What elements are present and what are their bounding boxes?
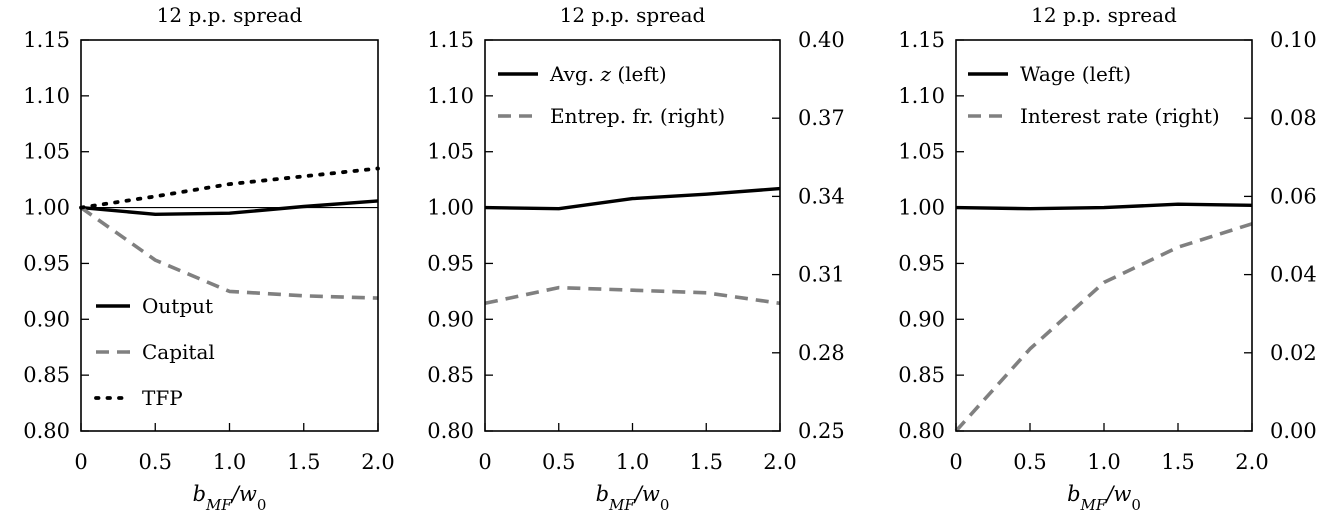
y-right-tick-label: 0.25 — [798, 419, 845, 443]
legend-label: Entrep. fr. (right) — [550, 104, 725, 128]
series-line-wage-left — [956, 204, 1252, 209]
y-right-tick-label: 0.37 — [798, 106, 845, 130]
plot-frame — [485, 40, 780, 431]
x-tick-label: 0 — [949, 450, 962, 474]
y-tick-label: 1.00 — [898, 196, 945, 220]
y-tick-label: 0.80 — [23, 419, 70, 443]
y-right-tick-label: 0.08 — [1270, 106, 1317, 130]
x-tick-label: 1.0 — [616, 450, 649, 474]
y-tick-label: 1.00 — [23, 196, 70, 220]
y-right-tick-label: 0.28 — [798, 341, 845, 365]
chart-title: 12 p.p. spread — [1031, 3, 1177, 27]
chart-panel-3: 12 p.p. spread0.800.850.900.951.001.051.… — [898, 3, 1317, 511]
x-tick-label: 0.5 — [542, 450, 575, 474]
y-tick-label: 0.90 — [427, 307, 474, 331]
y-tick-label: 0.90 — [898, 307, 945, 331]
y-tick-label: 1.00 — [427, 196, 474, 220]
x-tick-label: 2.0 — [361, 450, 394, 474]
y-right-tick-label: 0.31 — [798, 263, 845, 287]
x-tick-label: 0 — [74, 450, 87, 474]
x-tick-label: 1.5 — [1161, 450, 1194, 474]
y-tick-label: 0.85 — [898, 363, 945, 387]
y-tick-label: 1.10 — [23, 84, 70, 108]
y-right-tick-label: 0.34 — [798, 184, 845, 208]
y-tick-label: 0.80 — [427, 419, 474, 443]
legend-label: Avg. z (left) — [549, 62, 667, 86]
y-right-tick-label: 0.00 — [1270, 419, 1317, 443]
x-axis-label: bMF/w0 — [596, 482, 670, 511]
series-line-capital — [81, 208, 378, 299]
plot-frame — [956, 40, 1252, 431]
y-right-tick-label: 0.04 — [1270, 263, 1317, 287]
x-axis-label: bMF/w0 — [193, 482, 267, 511]
y-tick-label: 1.05 — [23, 140, 70, 164]
y-tick-label: 0.95 — [23, 251, 70, 275]
series-line-interest-rate-right — [956, 224, 1252, 431]
y-tick-label: 0.95 — [898, 251, 945, 275]
series-line-avg-z-left — [485, 189, 780, 209]
chart-title: 12 p.p. spread — [560, 3, 706, 27]
y-right-tick-label: 0.06 — [1270, 184, 1317, 208]
x-tick-label: 2.0 — [763, 450, 796, 474]
y-tick-label: 1.10 — [898, 84, 945, 108]
y-tick-label: 1.10 — [427, 84, 474, 108]
legend-label: Output — [142, 294, 213, 318]
legend-label: Capital — [142, 340, 215, 364]
y-right-tick-label: 0.02 — [1270, 341, 1317, 365]
legend-label: Wage (left) — [1020, 62, 1131, 86]
x-tick-label: 1.5 — [287, 450, 320, 474]
x-tick-label: 2.0 — [1235, 450, 1268, 474]
chart-panel-2: 12 p.p. spread0.800.850.900.951.001.051.… — [427, 3, 845, 511]
y-tick-label: 0.85 — [427, 363, 474, 387]
y-tick-label: 0.90 — [23, 307, 70, 331]
series-line-entrep-fr-right — [485, 288, 780, 304]
y-right-tick-label: 0.40 — [798, 28, 845, 52]
chart-panel-1: 12 p.p. spread0.800.850.900.951.001.051.… — [23, 3, 394, 511]
x-tick-label: 1.5 — [690, 450, 723, 474]
legend-label: Interest rate (right) — [1020, 104, 1220, 128]
x-tick-label: 1.0 — [1087, 450, 1120, 474]
y-tick-label: 1.15 — [427, 28, 474, 52]
y-right-tick-label: 0.10 — [1270, 28, 1317, 52]
x-tick-label: 0.5 — [1013, 450, 1046, 474]
y-tick-label: 1.05 — [898, 140, 945, 164]
y-tick-label: 0.80 — [898, 419, 945, 443]
x-tick-label: 0.5 — [139, 450, 172, 474]
y-tick-label: 0.95 — [427, 251, 474, 275]
y-tick-label: 0.85 — [23, 363, 70, 387]
x-axis-label: bMF/w0 — [1067, 482, 1141, 511]
y-tick-label: 1.15 — [898, 28, 945, 52]
y-tick-label: 1.15 — [23, 28, 70, 52]
x-tick-label: 0 — [478, 450, 491, 474]
series-line-tfp — [81, 169, 378, 208]
y-tick-label: 1.05 — [427, 140, 474, 164]
x-tick-label: 1.0 — [213, 450, 246, 474]
chart-title: 12 p.p. spread — [157, 3, 303, 27]
legend-label: TFP — [142, 386, 183, 410]
plot-frame — [81, 40, 378, 431]
